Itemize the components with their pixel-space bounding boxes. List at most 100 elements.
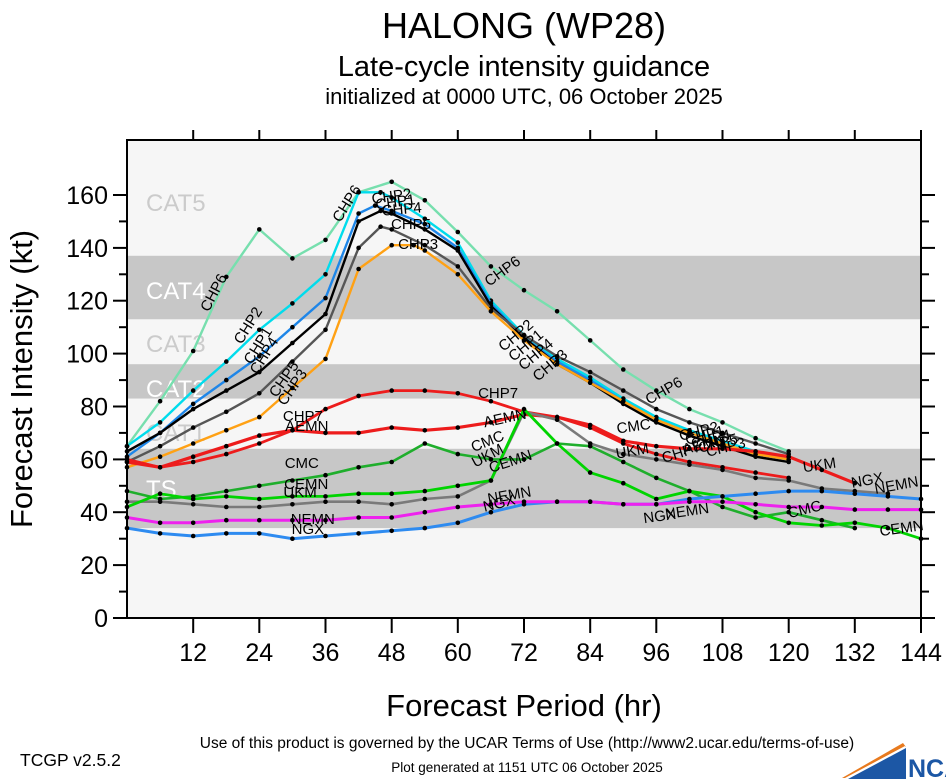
data-point	[190, 459, 196, 465]
y-tick-label: 80	[80, 393, 108, 421]
data-point	[455, 264, 461, 269]
data-point	[455, 248, 461, 253]
series-label-CHP2: CHP2	[371, 185, 413, 207]
data-point	[389, 528, 395, 534]
data-point	[356, 430, 361, 436]
data-point	[356, 491, 361, 497]
data-point	[323, 472, 328, 478]
data-point	[554, 354, 560, 359]
data-point	[621, 388, 626, 393]
series-label-UKM: UKM	[802, 455, 837, 476]
data-point	[687, 488, 692, 494]
data-point	[190, 520, 196, 526]
data-point	[786, 520, 791, 526]
data-point	[224, 451, 229, 457]
data-point	[389, 515, 395, 520]
series-label-CMC: CMC	[285, 455, 319, 472]
data-point	[389, 211, 395, 216]
data-point	[323, 517, 328, 523]
band-cat4	[127, 255, 921, 320]
data-point	[224, 488, 229, 494]
data-point	[290, 478, 295, 483]
data-point	[422, 428, 428, 433]
data-point	[411, 242, 417, 248]
data-point	[422, 525, 428, 531]
data-point	[257, 327, 262, 333]
data-point	[621, 367, 626, 372]
series-label-CEMN: CEMN	[284, 476, 328, 493]
data-point	[621, 502, 626, 507]
data-point	[323, 533, 328, 539]
data-point	[687, 446, 692, 452]
y-tick-label: 0	[94, 605, 108, 633]
y-tick-label: 160	[66, 182, 108, 210]
data-point	[753, 441, 758, 446]
tcgp-version-label: TCGP v2.5.2	[20, 750, 121, 770]
data-point	[290, 494, 295, 499]
data-point	[687, 499, 692, 505]
data-point	[190, 406, 196, 412]
data-point	[290, 359, 295, 364]
y-tick-label: 60	[80, 446, 108, 474]
chart-subtitle: Late-cycle intensity guidance	[338, 51, 710, 83]
data-point	[819, 488, 825, 494]
x-tick-label: 36	[312, 639, 340, 667]
x-tick-label: 12	[179, 639, 207, 667]
data-point	[290, 517, 295, 523]
data-point	[786, 478, 791, 483]
x-tick-label: 120	[768, 639, 810, 667]
data-point	[455, 391, 461, 396]
data-point	[356, 531, 361, 536]
data-point	[687, 420, 692, 425]
data-point	[786, 454, 791, 460]
init-time-line: initialized at 0000 UTC, 06 October 2025	[325, 84, 722, 109]
data-point	[455, 494, 461, 499]
series-NGX	[124, 488, 924, 541]
data-point	[190, 401, 196, 407]
data-point	[455, 483, 461, 489]
data-point	[224, 494, 229, 499]
series-label-CMC: CMC	[616, 416, 652, 438]
data-point	[587, 470, 593, 475]
x-tick-label: 60	[444, 639, 472, 667]
data-point	[422, 509, 428, 515]
data-point	[356, 515, 361, 520]
data-point	[190, 388, 196, 393]
data-point	[885, 494, 891, 499]
data-point	[753, 509, 758, 515]
data-point	[455, 504, 461, 510]
data-point	[819, 523, 825, 528]
data-point	[521, 406, 527, 412]
data-point	[786, 488, 791, 494]
data-point	[885, 525, 891, 531]
series-label-CHP4: CHP4	[381, 199, 422, 219]
data-point	[257, 354, 262, 359]
data-point	[488, 478, 494, 483]
data-point	[852, 525, 858, 531]
data-point	[290, 428, 295, 433]
data-point	[720, 441, 725, 446]
data-point	[257, 483, 262, 489]
series-label-CHP7: CHP7	[283, 408, 323, 425]
data-point	[257, 227, 262, 232]
series-label-AEMN: AEMN	[285, 418, 328, 435]
data-point	[157, 430, 163, 436]
data-point	[654, 451, 659, 457]
data-point	[621, 438, 626, 444]
data-point	[323, 499, 328, 505]
data-point	[753, 475, 758, 481]
y-tick-label: 20	[80, 552, 108, 580]
data-point	[157, 465, 163, 470]
data-point	[356, 393, 361, 399]
data-point	[852, 507, 858, 512]
data-point	[224, 443, 229, 449]
data-point	[587, 380, 593, 386]
data-point	[422, 441, 428, 446]
data-point	[257, 531, 262, 536]
data-point	[852, 520, 858, 526]
data-point	[157, 454, 163, 460]
data-point	[372, 203, 378, 208]
data-point	[290, 340, 295, 346]
data-point	[819, 467, 825, 473]
data-point	[753, 502, 758, 507]
